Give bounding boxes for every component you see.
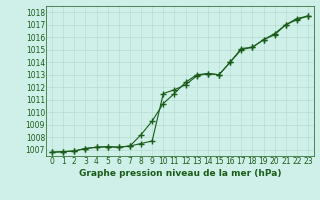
- X-axis label: Graphe pression niveau de la mer (hPa): Graphe pression niveau de la mer (hPa): [79, 169, 281, 178]
